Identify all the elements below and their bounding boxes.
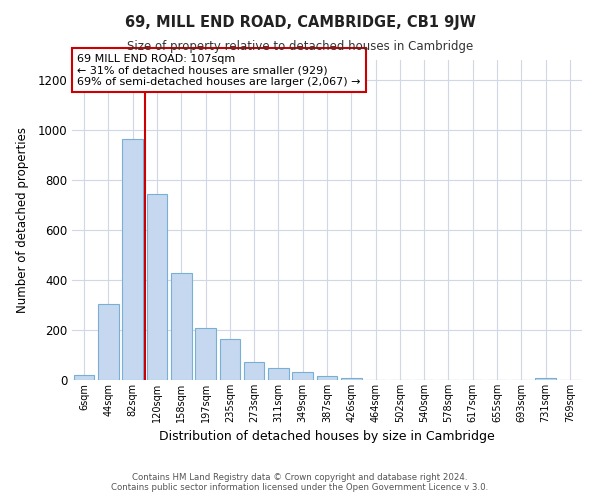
Text: 69 MILL END ROAD: 107sqm
← 31% of detached houses are smaller (929)
69% of semi-: 69 MILL END ROAD: 107sqm ← 31% of detach…	[77, 54, 361, 87]
Bar	[220, 339, 240, 380]
Bar	[74, 375, 94, 380]
Bar	[98, 304, 119, 380]
Bar	[535, 378, 556, 380]
Bar	[317, 376, 337, 380]
Text: Size of property relative to detached houses in Cambridge: Size of property relative to detached ho…	[127, 40, 473, 53]
Bar	[341, 378, 362, 380]
Bar	[195, 328, 216, 380]
Bar	[171, 272, 191, 380]
Bar	[122, 138, 143, 380]
Bar	[146, 194, 167, 380]
Bar	[244, 362, 265, 380]
Text: Contains HM Land Registry data © Crown copyright and database right 2024.
Contai: Contains HM Land Registry data © Crown c…	[112, 473, 488, 492]
Bar	[292, 372, 313, 380]
Text: 69, MILL END ROAD, CAMBRIDGE, CB1 9JW: 69, MILL END ROAD, CAMBRIDGE, CB1 9JW	[125, 15, 475, 30]
X-axis label: Distribution of detached houses by size in Cambridge: Distribution of detached houses by size …	[159, 430, 495, 444]
Y-axis label: Number of detached properties: Number of detached properties	[16, 127, 29, 313]
Bar	[268, 368, 289, 380]
